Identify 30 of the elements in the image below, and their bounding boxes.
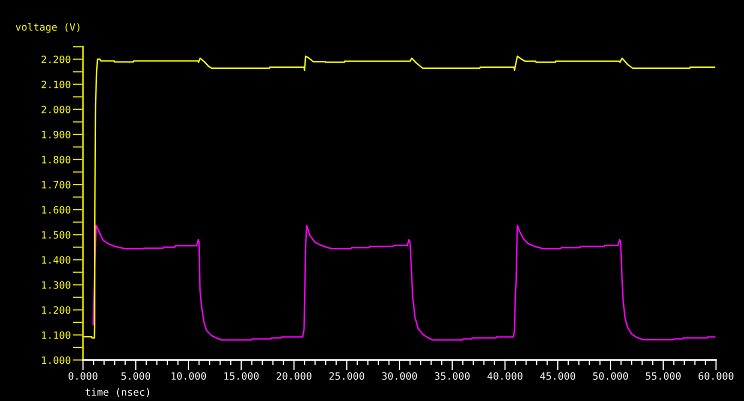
x-tick-label: 45.000 (540, 372, 576, 380)
x-tick-label: 55.000 (646, 372, 681, 380)
line-series (83, 56, 716, 339)
y-tick-label: 2.000 (42, 106, 70, 114)
y-tick-label: 2.200 (42, 56, 70, 64)
x-tick-label: 30.000 (382, 372, 417, 380)
x-tick-label: 0.000 (68, 372, 98, 380)
x-axis-title: time (nsec) (86, 388, 150, 397)
y-tick-label: 1.000 (42, 356, 70, 364)
line-series (92, 224, 716, 341)
y-tick-label: 1.300 (42, 281, 70, 289)
y-tick-label: 1.400 (42, 256, 70, 264)
x-tick-label: 50.000 (593, 372, 628, 380)
x-tick-label: 5.000 (121, 372, 150, 380)
x-tick-label: 25.000 (329, 372, 364, 380)
x-tick-label: 10.000 (172, 372, 206, 380)
x-tick-label: 15.000 (224, 372, 259, 380)
y-tick-label: 2.100 (42, 80, 70, 88)
x-tick-label: 40.000 (487, 372, 522, 380)
y-tick-label: 1.100 (42, 331, 70, 339)
y-tick-label: 1.700 (42, 180, 70, 189)
x-tick-label: 35.000 (434, 372, 470, 380)
x-tick-label: 60.000 (698, 372, 734, 380)
y-axis-title: voltage (V) (16, 23, 80, 33)
y-tick-label: 1.500 (42, 231, 70, 239)
x-tick-label: 20.000 (276, 372, 312, 380)
y-tick-label: 1.600 (42, 206, 70, 214)
y-tick-label: 1.800 (42, 156, 70, 164)
y-tick-label: 1.200 (42, 306, 70, 314)
y-tick-label: 1.900 (42, 130, 70, 138)
